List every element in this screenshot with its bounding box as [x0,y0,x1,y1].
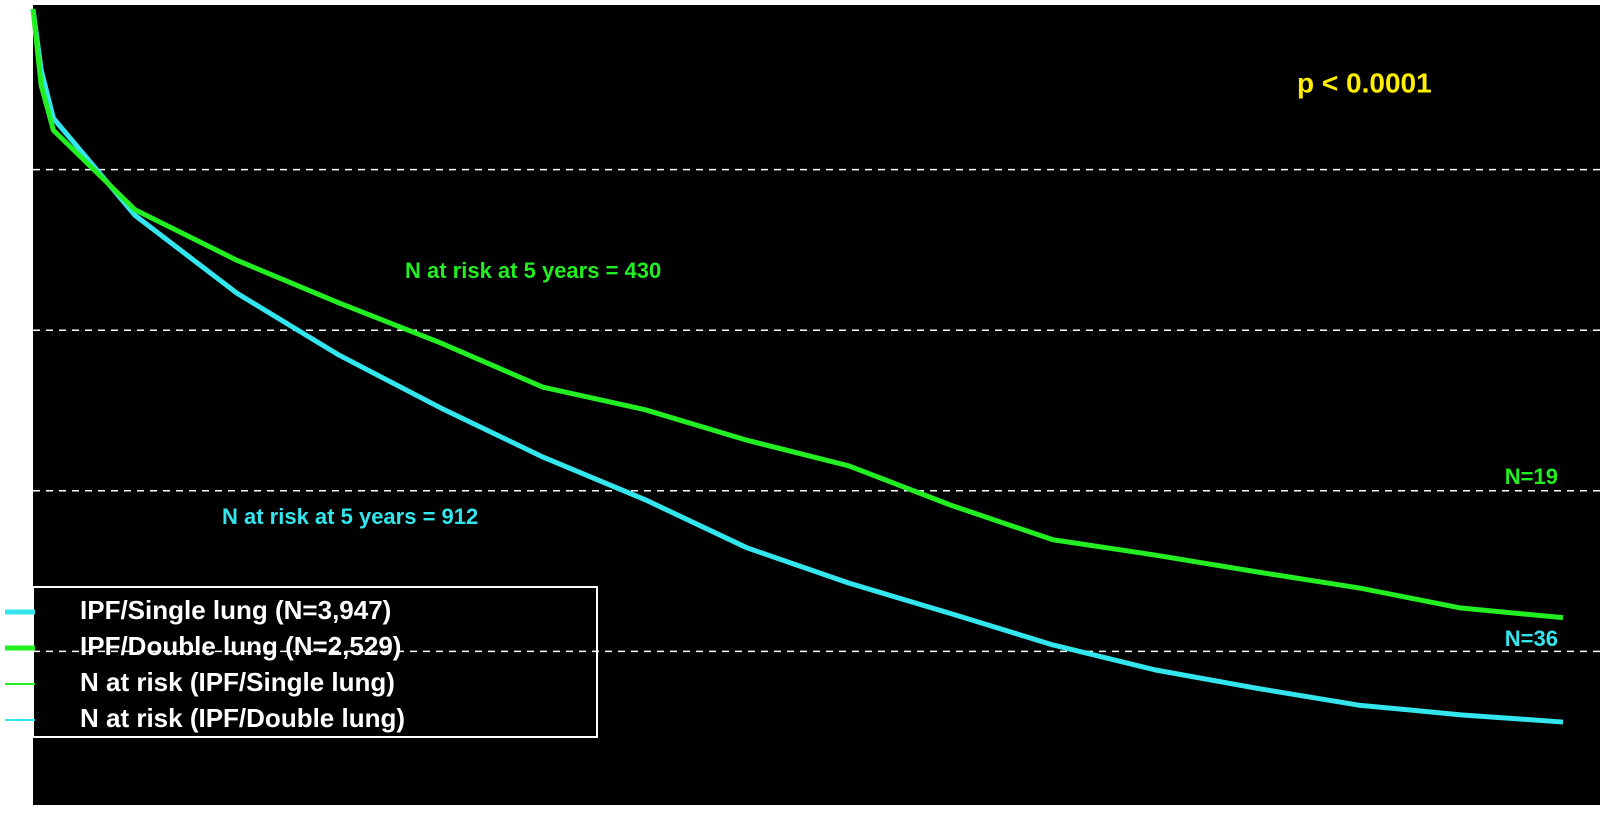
annotation: N=36 [1505,626,1558,651]
legend-label: N at risk (IPF/Single lung) [80,667,395,697]
annotation: N=19 [1505,464,1558,489]
annotation: p < 0.0001 [1297,67,1432,98]
annotation: N at risk at 5 years = 430 [405,258,661,283]
legend: IPF/Single lung (N=3,947) IPF/Double lung… [5,586,598,738]
legend-label: IPF/Single lung (N=3,947) [80,595,391,625]
legend-box [32,586,598,738]
plot-background [33,5,1600,805]
legend-label: IPF/Double lung (N=2,529) [80,631,401,661]
legend-label: N at risk (IPF/Double lung) [80,703,405,733]
annotation: N at risk at 5 years = 912 [222,504,478,529]
survival-line [30,8,1564,621]
